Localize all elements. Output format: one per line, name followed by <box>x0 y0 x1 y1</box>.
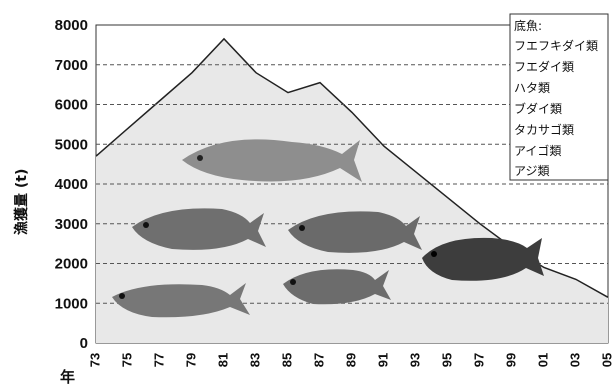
x-tick-label: 95 <box>439 353 454 367</box>
x-tick-label: 91 <box>375 353 390 367</box>
fish-illustrations <box>112 139 544 318</box>
legend-title: 底魚: <box>514 18 542 33</box>
x-tick-label: 83 <box>247 353 262 367</box>
legend-item-5: タカサゴ類 <box>514 122 574 137</box>
y-tick-label: 5000 <box>55 136 88 153</box>
y-axis-ticks: 0 1000 2000 3000 4000 5000 6000 7000 8000 <box>55 17 88 352</box>
y-tick-label: 8000 <box>55 17 88 34</box>
y-tick-label: 2000 <box>55 256 88 273</box>
x-tick-label: 81 <box>215 353 230 367</box>
x-tick-label: 97 <box>471 353 486 367</box>
x-axis-ticks: 73 75 77 79 81 83 85 87 89 91 93 95 97 99 01 03 05 <box>87 353 614 367</box>
x-axis-prefix: 年 <box>60 368 75 386</box>
y-tick-label: 7000 <box>55 57 88 74</box>
legend-item-4: ブダイ類 <box>514 101 562 116</box>
x-tick-label: 85 <box>279 353 294 367</box>
x-tick-label: 03 <box>567 353 582 367</box>
y-tick-label: 4000 <box>55 176 88 193</box>
x-tick-label: 99 <box>503 353 518 367</box>
fish-icon-3 <box>288 211 422 253</box>
y-tick-label: 0 <box>80 335 88 352</box>
fish-icon-2 <box>132 208 266 250</box>
x-tick-label: 87 <box>311 353 326 367</box>
x-tick-label: 01 <box>535 353 550 367</box>
legend-box <box>509 13 609 181</box>
y-tick-label: 6000 <box>55 97 88 114</box>
fish-icon-4 <box>422 237 544 281</box>
legend-item-1: フエフキダイ類 <box>514 38 598 53</box>
x-tick-label: 79 <box>183 353 198 367</box>
fish-icon-1 <box>182 139 362 182</box>
x-tick-label: 73 <box>87 353 102 367</box>
x-tick-label: 89 <box>343 353 358 367</box>
x-tick-label: 75 <box>119 353 134 367</box>
x-tick-label: 93 <box>407 353 422 367</box>
fish-icon-5 <box>112 283 250 318</box>
legend: 底魚: フエフキダイ類 フエダイ類 ハタ類 ブダイ類 タカサゴ類 アイゴ類 アジ… <box>509 13 609 181</box>
y-axis-label: 漁獲量 (t) <box>13 169 30 235</box>
x-tick-label: 77 <box>151 353 166 367</box>
y-tick-label: 1000 <box>55 295 88 312</box>
legend-item-6: アイゴ類 <box>514 143 561 158</box>
legend-item-2: フエダイ類 <box>514 59 574 74</box>
legend-item-7: アジ類 <box>514 164 550 178</box>
x-tick-label: 05 <box>599 353 614 367</box>
fish-icon-6 <box>283 269 391 305</box>
legend-item-3: ハタ類 <box>514 81 550 95</box>
y-tick-label: 3000 <box>55 216 88 233</box>
